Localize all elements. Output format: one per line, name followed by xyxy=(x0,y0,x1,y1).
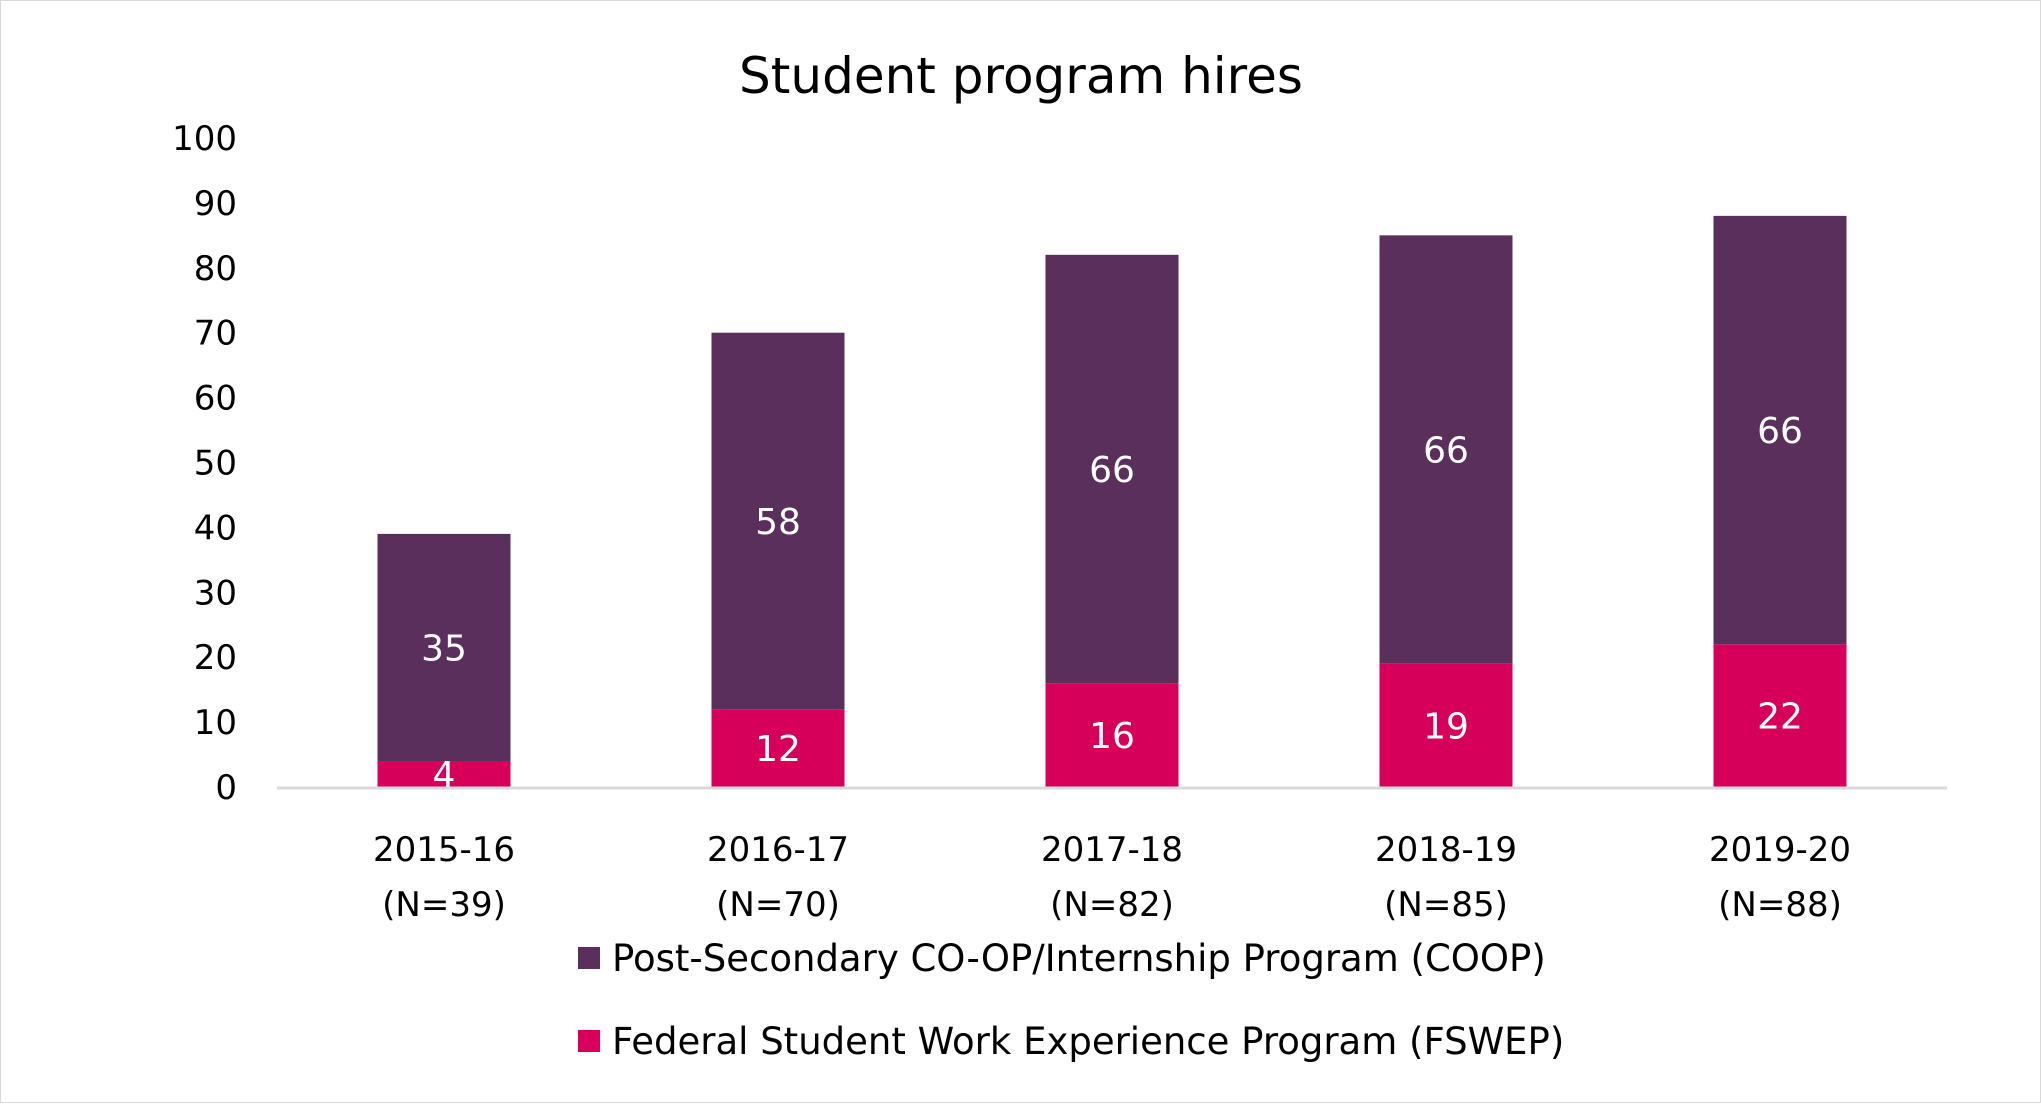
y-tick-label: 100 xyxy=(172,119,237,159)
x-tick-label: 2017-18 xyxy=(1041,830,1183,870)
chart-title: Student program hires xyxy=(739,47,1303,105)
legend: Post-Secondary CO-OP/Internship Program … xyxy=(578,937,1564,1063)
y-tick-label: 0 xyxy=(215,768,237,808)
data-label: 12 xyxy=(755,729,801,770)
x-tick-label: 2015-16 xyxy=(373,830,515,870)
data-label: 66 xyxy=(1757,411,1803,452)
bar-segment xyxy=(1713,215,1847,645)
x-tick-label-n: (N=39) xyxy=(382,885,506,925)
x-axis: 2015-16 (N=39) 2016-17 (N=70) 2017-18 (N=82) 2… xyxy=(373,830,1851,925)
bar-segment xyxy=(711,709,845,787)
data-label: 4 xyxy=(433,755,456,796)
bar-segment xyxy=(1045,254,1179,684)
x-tick-label: 2018-19 xyxy=(1375,830,1517,870)
y-tick-label: 80 xyxy=(194,249,237,289)
data-label: 35 xyxy=(421,628,467,669)
x-tick-label-n: (N=70) xyxy=(716,885,840,925)
y-tick-label: 60 xyxy=(194,379,237,419)
legend-swatch xyxy=(578,947,600,969)
legend-label: Post-Secondary CO-OP/Internship Program … xyxy=(612,937,1546,980)
bar-segment xyxy=(1379,663,1513,787)
x-tick-label-n: (N=82) xyxy=(1050,885,1174,925)
y-tick-label: 40 xyxy=(194,508,237,548)
data-label: 66 xyxy=(1423,431,1469,472)
legend-label: Federal Student Work Experience Program … xyxy=(612,1020,1564,1063)
data-label: 58 xyxy=(755,502,801,543)
bars: 4 35 12 58 16 66 19 66 22 66 xyxy=(377,215,1847,796)
x-tick-label-n: (N=85) xyxy=(1384,885,1508,925)
bar-segment xyxy=(711,332,845,710)
bar-segment xyxy=(1045,683,1179,787)
y-tick-label: 70 xyxy=(194,314,237,354)
data-label: 19 xyxy=(1423,706,1469,747)
y-tick-label: 30 xyxy=(194,573,237,613)
bar-segment xyxy=(1379,235,1513,664)
bar-segment xyxy=(1713,644,1847,787)
y-tick-label: 90 xyxy=(194,184,237,224)
y-tick-label: 50 xyxy=(194,444,237,484)
x-tick-label-n: (N=88) xyxy=(1718,885,1842,925)
data-label: 66 xyxy=(1089,450,1135,491)
x-tick-label: 2016-17 xyxy=(707,830,849,870)
y-axis: 0 10 20 30 40 50 60 70 80 90 100 xyxy=(172,119,237,808)
y-tick-label: 10 xyxy=(194,703,237,743)
data-label: 16 xyxy=(1089,716,1135,757)
legend-swatch xyxy=(578,1030,600,1052)
x-tick-label: 2019-20 xyxy=(1709,830,1851,870)
bar-segment xyxy=(377,761,511,787)
data-label: 22 xyxy=(1757,697,1803,738)
y-tick-label: 20 xyxy=(194,638,237,678)
bar-segment xyxy=(377,533,511,762)
